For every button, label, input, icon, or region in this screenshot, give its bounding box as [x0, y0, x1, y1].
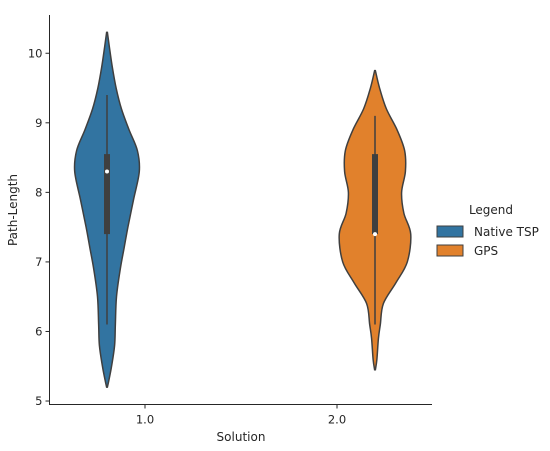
legend-entry-label: Native TSP: [474, 225, 539, 239]
legend-swatch: [436, 225, 464, 238]
y-tick-label: 7: [35, 255, 42, 269]
violin-iqr-box: [372, 154, 378, 235]
y-ticks: 5 6 7 8 9 10: [28, 46, 50, 408]
legend-title: Legend: [469, 203, 513, 217]
legend: Legend Native TSP GPS: [436, 203, 539, 258]
axes-layer: [49, 15, 432, 405]
legend-entry-label: GPS: [474, 244, 498, 258]
y-tick-label: 8: [35, 185, 42, 199]
y-tick-label: 5: [35, 394, 42, 408]
y-tick-label: 6: [35, 324, 42, 338]
x-tick-label: 2.0: [328, 413, 346, 427]
violin-median: [373, 232, 377, 237]
legend-swatch: [436, 244, 464, 257]
y-tick-label: 10: [28, 46, 43, 60]
violin-iqr-box: [104, 154, 110, 235]
x-tick-label: 1.0: [136, 413, 154, 427]
violins-layer: [73, 31, 412, 388]
x-axis-label: Solution: [217, 430, 266, 444]
violin-median: [105, 169, 109, 174]
x-ticks: 1.0 2.0: [136, 404, 346, 427]
y-axis-label: Path-Length: [6, 174, 20, 246]
y-tick-label: 9: [35, 116, 42, 130]
